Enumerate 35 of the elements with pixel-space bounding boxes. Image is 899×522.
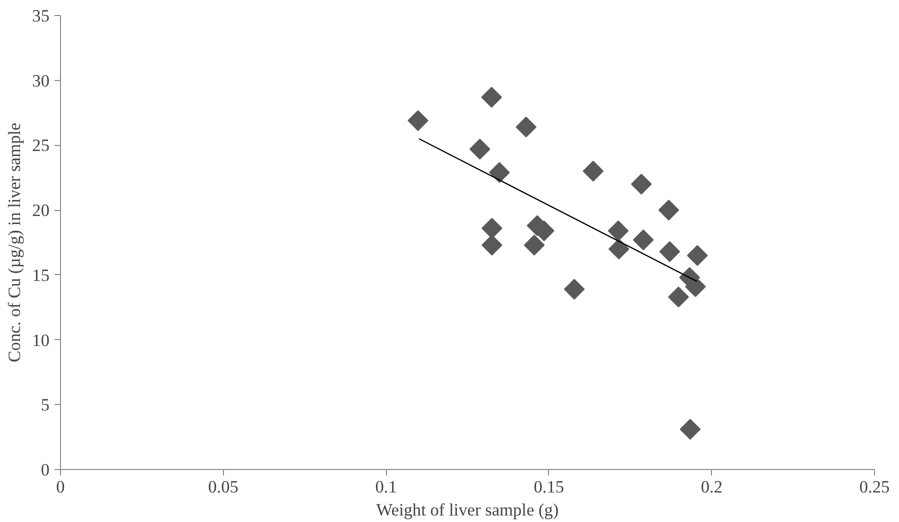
- point: [564, 278, 585, 300]
- point: [658, 200, 680, 220]
- point: [632, 230, 654, 250]
- x-tick-label: 0: [56, 478, 65, 496]
- y-tick-label: 25: [32, 136, 50, 156]
- point: [482, 218, 502, 239]
- y-tick-label: 30: [32, 71, 50, 90]
- point: [524, 234, 545, 256]
- point: [659, 241, 680, 262]
- point: [608, 220, 629, 242]
- y-tick-label: 5: [40, 396, 50, 415]
- y-tick-label: 35: [32, 6, 50, 26]
- x-tick-label: 0.2: [700, 478, 723, 496]
- x-axis-title: Weight of liver sample (g): [376, 500, 559, 520]
- y-axis-title: Conc. of Cu (µg/g) in liver sample: [5, 122, 24, 362]
- point: [582, 160, 604, 182]
- y-tick-label: 10: [32, 330, 50, 350]
- point: [516, 116, 537, 138]
- y-tick-label: 0: [40, 460, 50, 480]
- point: [608, 238, 630, 260]
- y-tick-label: 20: [32, 201, 50, 220]
- point: [489, 162, 510, 183]
- x-tick-label: 0.05: [208, 478, 238, 496]
- point: [469, 138, 490, 160]
- point: [686, 245, 708, 266]
- point: [408, 110, 428, 131]
- point: [668, 286, 689, 308]
- point: [482, 234, 502, 256]
- point: [630, 174, 652, 195]
- point: [680, 418, 701, 440]
- x-tick-label: 0.15: [534, 478, 564, 496]
- point: [481, 86, 502, 108]
- x-tick-label: 0.25: [859, 478, 890, 496]
- y-tick-label: 15: [32, 266, 50, 285]
- x-tick-label: 0.1: [375, 478, 397, 496]
